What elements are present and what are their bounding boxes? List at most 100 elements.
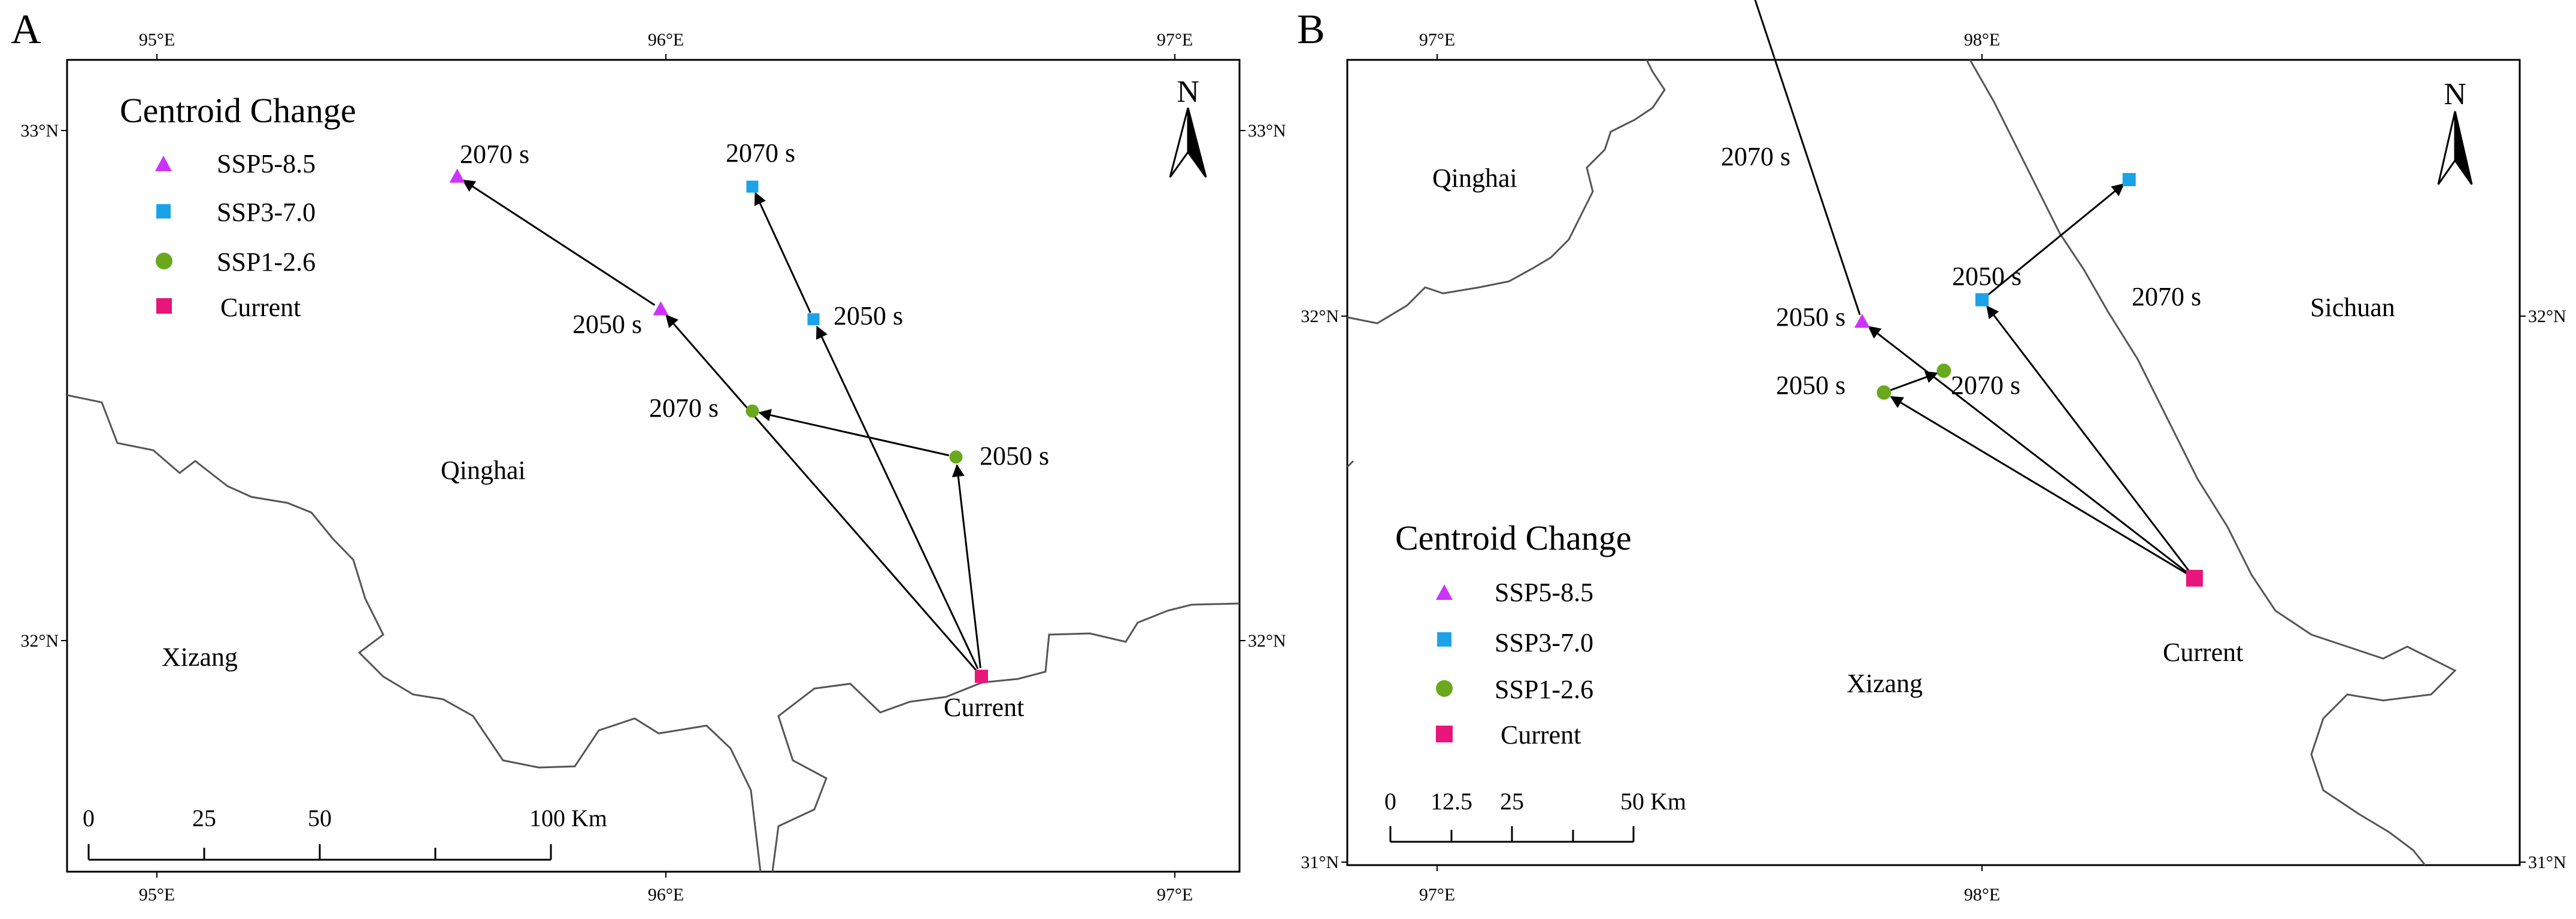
marker-a-ssp585-2070 <box>449 168 465 183</box>
marker-a-ssp126-2070 <box>745 404 759 418</box>
panel-b-markers <box>1854 173 2203 587</box>
label-b-ssp370-2070: 2070 s <box>2132 282 2201 311</box>
legend-b-title: Centroid Change <box>1395 518 1632 557</box>
scale-a-tick-25: 25 <box>192 805 216 832</box>
label-a-ssp370-2070: 2070 s <box>726 138 795 168</box>
panel-a-markers <box>449 168 988 683</box>
legend-b-ssp370-label: SSP3-7.0 <box>1495 628 1593 657</box>
legend-a-ssp370-symbol <box>156 204 171 219</box>
lat-tick-32-left: 32°N <box>20 631 59 651</box>
marker-b-current <box>2186 569 2203 587</box>
arrow-a-ssp370-to-2070 <box>754 192 811 313</box>
lon-tick-98-top-b: 98°E <box>1964 30 2000 50</box>
legend-b-current-label: Current <box>1501 720 1581 750</box>
legend-a: Centroid Change SSP5-8.5 SSP3-7.0 SSP1-2… <box>120 91 356 322</box>
label-a-ssp126-2050: 2050 s <box>980 441 1049 471</box>
arrow-b-ssp585-to-2070 <box>1754 0 1861 316</box>
legend-b: Centroid Change SSP5-8.5 SSP3-7.0 SSP1-2… <box>1395 518 1632 750</box>
panel-b-boundary-xizang-sichuan <box>1969 59 2457 866</box>
lat-tick-32-right: 32°N <box>1248 631 1286 651</box>
lon-tick-97-top: 97°E <box>1157 30 1193 50</box>
legend-a-current-symbol <box>156 298 172 314</box>
legend-a-ssp585-symbol <box>155 156 172 171</box>
panel-b-labels: Current 2050 s 2070 s 2050 s 2070 s 2050… <box>1721 142 2243 667</box>
marker-a-ssp585-2050 <box>653 301 669 316</box>
scale-b-tick-25: 25 <box>1500 788 1524 815</box>
marker-a-current <box>975 669 988 683</box>
scale-a-tick-100: 100 Km <box>529 805 607 832</box>
marker-b-ssp370-2070 <box>2122 173 2136 186</box>
panel-a-letter: A <box>11 7 41 53</box>
lon-tick-95-top: 95°E <box>139 30 175 50</box>
lon-tick-97-top-b: 97°E <box>1419 30 1455 50</box>
arrow-b-ssp126-to-2070 <box>1890 371 1938 391</box>
panel-a: A 95°E 96°E 97°E 95°E 96°E 97°E 33°N 32°… <box>11 7 1286 905</box>
legend-a-title: Centroid Change <box>120 91 356 130</box>
label-a-current: Current <box>944 693 1024 722</box>
label-a-ssp585-2050: 2050 s <box>572 310 642 339</box>
label-b-ssp370-2050: 2050 s <box>1952 262 2022 291</box>
north-arrow-b-letter: N <box>2444 77 2466 111</box>
label-b-ssp585-2070: 2070 s <box>1721 142 1790 171</box>
label-a-ssp585-2070: 2070 s <box>460 139 529 169</box>
place-xizang-b: Xizang <box>1847 669 1923 698</box>
lat-tick-32-right-b: 32°N <box>2528 307 2566 326</box>
legend-a-ssp126-label: SSP1-2.6 <box>217 247 316 277</box>
marker-a-ssp370-2070 <box>746 180 759 193</box>
legend-a-ssp126-symbol <box>156 253 172 269</box>
marker-b-ssp370-2050 <box>1975 293 1989 307</box>
place-sichuan-b: Sichuan <box>2310 293 2395 322</box>
lon-tick-95-bottom: 95°E <box>139 885 175 905</box>
panel-b-arrows <box>1754 0 2190 575</box>
legend-b-ssp585-symbol <box>1436 584 1453 600</box>
lon-tick-97-bottom-b: 97°E <box>1419 885 1455 905</box>
label-a-ssp370-2050: 2050 s <box>834 301 903 330</box>
legend-b-ssp585-label: SSP5-8.5 <box>1495 578 1593 607</box>
scale-bar-b: 0 12.5 25 50 Km <box>1384 788 1686 843</box>
lat-tick-31-left-b: 31°N <box>1301 853 1339 872</box>
arrow-b-ssp370-to-2070 <box>1987 183 2125 296</box>
panel-a-arrows <box>462 179 981 671</box>
scale-a-tick-0: 0 <box>83 805 95 832</box>
place-qinghai-a: Qinghai <box>441 456 526 485</box>
scale-b-tick-50: 50 Km <box>1620 788 1686 815</box>
marker-a-ssp126-2050 <box>949 450 963 464</box>
place-xizang-a: Xizang <box>162 642 238 672</box>
lon-tick-96-top: 96°E <box>648 30 684 50</box>
panel-b-boundary-qinghai-xizang <box>1347 59 1666 324</box>
arrow-b-ssp370-to-2050 <box>1986 305 2190 572</box>
lat-tick-33-right: 33°N <box>1248 121 1286 141</box>
marker-b-ssp126-2070 <box>1936 363 1951 378</box>
arrow-b-ssp126-to-2050 <box>1890 396 2188 575</box>
panel-a-ticks <box>61 54 1245 878</box>
legend-b-ssp126-symbol <box>1436 680 1453 697</box>
marker-b-ssp126-2050 <box>1877 385 1892 400</box>
lat-tick-33-left: 33°N <box>20 121 59 141</box>
marker-b-ssp585-2050 <box>1854 314 1870 328</box>
panel-a-frame <box>66 59 1241 873</box>
north-arrow-a: N <box>1169 75 1207 178</box>
arrow-a-ssp370-to-2050 <box>816 326 979 669</box>
legend-b-ssp126-label: SSP1-2.6 <box>1495 675 1593 704</box>
north-arrow-a-letter: N <box>1177 75 1199 109</box>
arrow-a-ssp126-to-2070 <box>758 409 950 457</box>
place-qinghai-b: Qinghai <box>1432 163 1517 193</box>
panel-b-letter: B <box>1297 7 1325 53</box>
lat-tick-32-left-b: 32°N <box>1301 307 1339 326</box>
lat-tick-31-right-b: 31°N <box>2528 853 2566 872</box>
scale-bar-a: 0 25 50 100 Km <box>83 805 607 861</box>
arrow-a-ssp126-to-2050 <box>951 464 981 668</box>
legend-a-ssp370-label: SSP3-7.0 <box>217 198 316 227</box>
panel-a-province-boundary <box>66 394 762 872</box>
legend-b-current-symbol <box>1436 726 1453 742</box>
panel-b: B 97°E 98°E 97°E 98°E 32°N 31°N 32°N 31°… <box>1297 0 2566 905</box>
scale-a-tick-50: 50 <box>308 805 332 832</box>
legend-a-current-label: Current <box>220 293 301 322</box>
lon-tick-97-bottom: 97°E <box>1157 885 1193 905</box>
label-b-ssp126-2050: 2050 s <box>1776 371 1845 400</box>
label-a-ssp126-2070: 2070 s <box>649 393 719 423</box>
label-b-current: Current <box>2163 638 2243 667</box>
lon-tick-98-bottom-b: 98°E <box>1964 885 2000 905</box>
label-b-ssp126-2070: 2070 s <box>1951 371 2020 400</box>
panel-a-labels: Current 2050 s 2070 s 2050 s 2070 s 2050… <box>460 138 1049 722</box>
